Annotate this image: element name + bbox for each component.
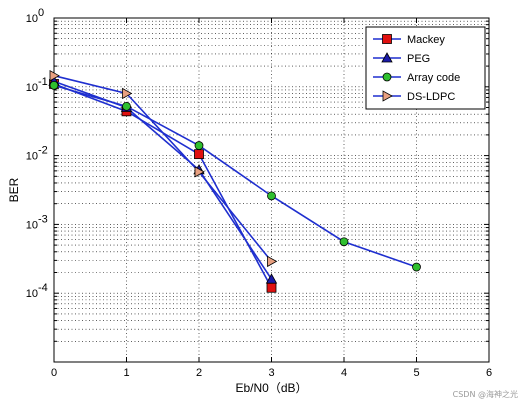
data-point-array-code [339,237,349,247]
y-tick-exponent: 0 [38,7,44,19]
data-point-mackey [194,149,204,160]
data-point-ds-ldpc [267,255,278,268]
y-tick-base: 10 [26,288,38,300]
series-layer [48,70,421,293]
y-tick-exponent: -3 [38,213,48,225]
series-line-peg [53,80,273,280]
y-tick-label: 10 0 [26,7,44,25]
data-point-array-code [194,141,204,150]
x-tick-label: 2 [196,367,202,379]
y-tick-base: 10 [26,219,38,231]
x-tick-label: 3 [268,367,274,379]
legend-item-mackey: Mackey [373,34,445,46]
legend: Mackey PEG Array code DS-LDPC [365,26,486,110]
legend-label: PEG [407,53,430,65]
y-tick-label: 10 -2 [26,145,48,163]
x-axis-label: Eb/N0（dB） [235,381,307,395]
y-tick-label: 10 -1 [26,76,48,94]
y-tick-label: 10 -3 [26,213,48,231]
legend-marker [382,34,392,44]
y-tick-base: 10 [26,13,38,25]
legend-marker [382,72,392,82]
x-tick-label: 1 [123,367,129,379]
data-point-ds-ldpc [49,70,60,82]
axis-ticks [53,17,490,363]
y-axis-label: BER [7,177,21,202]
legend-marker [381,52,393,63]
series-ds-ldpc [49,70,278,268]
x-tick-label: 0 [51,367,57,379]
y-tick-exponent: -2 [38,145,48,157]
data-point-array-code [49,80,59,90]
data-point-array-code [122,101,131,111]
x-tick-label: 4 [341,367,347,379]
y-tick-exponent: -4 [38,282,48,294]
legend-item-ds-ldpc: DS-LDPC [373,90,455,103]
data-point-mackey [266,282,277,293]
series-array-code [49,80,421,272]
data-point-array-code [412,262,421,272]
y-tick-exponent: -1 [38,76,48,88]
series-line-array-code [53,84,417,268]
legend-label: DS-LDPC [407,91,455,103]
x-tick-label: 5 [413,367,419,379]
series-line-ds-ldpc [53,74,273,262]
legend-item-array-code: Array code [373,72,460,84]
legend-label: Mackey [407,34,445,46]
legend-label: Array code [407,72,460,84]
y-tick-base: 10 [26,151,38,163]
x-tick-label: 6 [486,367,492,379]
data-point-ds-ldpc [122,87,133,100]
x-tick-labels: 0 1 2 3 4 5 6 [51,367,492,379]
y-tick-label: 10 -4 [26,282,48,300]
y-tick-base: 10 [26,82,38,94]
legend-marker [382,90,393,102]
data-point-peg [265,273,278,284]
data-point-array-code [267,191,276,201]
series-line-mackey [53,83,273,289]
legend-item-peg: PEG [373,52,430,65]
data-point-ds-ldpc [194,166,205,178]
watermark-text: CSDN @海神之光 [453,389,518,399]
